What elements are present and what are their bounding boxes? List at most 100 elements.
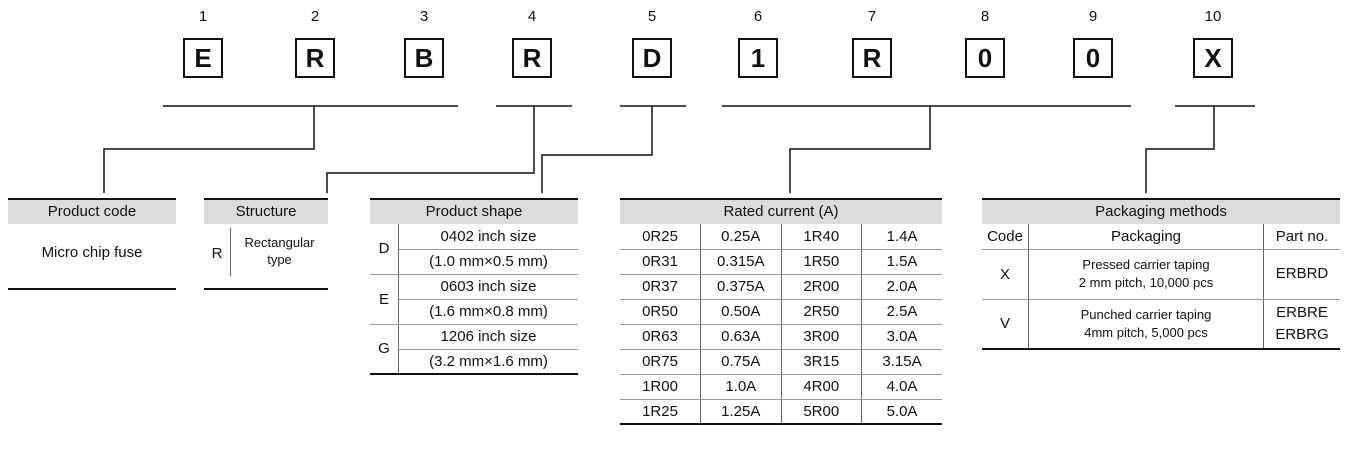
packaging-desc-line1: Pressed carrier taping	[1082, 257, 1210, 272]
current-code: 2R50	[781, 299, 862, 325]
packaging-part-line1: ERBRD	[1275, 265, 1329, 282]
position-number: 3	[419, 8, 429, 25]
current-code: 0R25	[620, 224, 701, 250]
current-code: 1R00	[620, 374, 701, 400]
rated-current-row: 0R75 0.75A 3R15 3.15A	[620, 349, 942, 375]
current-code: 1R25	[620, 399, 701, 424]
structure-row: R Rectangular type	[204, 224, 328, 290]
current-code: 4R00	[781, 374, 862, 400]
packaging-description: Punched carrier taping 4mm pitch, 5,000 …	[1028, 299, 1264, 349]
position-number: 7	[867, 8, 877, 25]
packaging-code: X	[982, 249, 1029, 300]
shape-code: G	[370, 324, 399, 374]
current-code: 0R75	[620, 349, 701, 375]
shape-size-mm: (1.6 mm×0.8 mm)	[398, 299, 578, 325]
code-character-box: 1	[738, 38, 778, 78]
code-character-box: R	[852, 38, 892, 78]
product-shape-header: Product shape	[370, 198, 578, 224]
packaging-col-packaging: Packaging	[1028, 224, 1264, 250]
current-value: 1.0A	[700, 374, 782, 400]
current-code: 3R15	[781, 349, 862, 375]
packaging-part-no: ERBRD	[1263, 249, 1340, 300]
rated-current-row: 0R31 0.315A 1R50 1.5A	[620, 249, 942, 275]
rated-current-row: 0R25 0.25A 1R40 1.4A	[620, 224, 942, 250]
shape-size-mm: (3.2 mm×1.6 mm)	[429, 352, 548, 370]
current-value: 0.25A	[700, 224, 782, 250]
rated-current-row: 0R50 0.50A 2R50 2.5A	[620, 299, 942, 325]
current-value: 0.375A	[700, 274, 782, 300]
current-value: 5.0A	[886, 402, 918, 420]
current-value: 0.315A	[700, 249, 782, 275]
packaging-desc-line1: Punched carrier taping	[1080, 306, 1212, 322]
shape-code: D	[370, 224, 399, 275]
packaging-code: V	[982, 299, 1029, 349]
packaging-part-line1: ERBRE	[1276, 303, 1328, 321]
rated-current-table: Rated current (A) 0R25 0.25A 1R40 1.4A 0R31 0…	[620, 198, 942, 425]
position-number: 8	[980, 8, 990, 25]
current-code: 1R50	[781, 249, 862, 275]
structure-desc-line1: Rectangular	[244, 235, 315, 250]
current-value: 0.63A	[700, 324, 782, 350]
product-shape-rows: D 0402 inch size (1.0 mm×0.5 mm) E 0603 …	[370, 224, 578, 375]
shape-size-inch: 0402 inch size	[398, 224, 578, 250]
product-shape-table: Product shape D 0402 inch size (1.0 mm×0…	[370, 198, 578, 375]
rated-current-row: 0R37 0.375A 2R00 2.0A	[620, 274, 942, 300]
current-value: 3.0A	[861, 324, 942, 350]
code-character-box: D	[632, 38, 672, 78]
packaging-part-line2: ERBRG	[1275, 325, 1329, 343]
rated-current-rows: 0R25 0.25A 1R40 1.4A 0R31 0.315A 1R50 1.5A 0R37 0…	[620, 224, 942, 425]
current-value: 2.0A	[861, 274, 942, 300]
current-value: 1.25A	[700, 399, 782, 424]
current-value: 3.15A	[861, 349, 942, 375]
current-code: 0R50	[620, 299, 701, 325]
current-value: 0.75A	[700, 349, 782, 375]
position-number: 1	[198, 8, 208, 25]
position-number: 10	[1204, 8, 1222, 25]
current-value: 4.0A	[861, 374, 942, 400]
current-code: 2R00	[781, 274, 862, 300]
packaging-table: Packaging methods Code Packaging Part no…	[982, 198, 1340, 350]
packaging-header: Packaging methods	[982, 198, 1340, 224]
code-character-box: 0	[1073, 38, 1113, 78]
code-character-box: B	[404, 38, 444, 78]
current-code: 0R37	[620, 274, 701, 300]
position-number: 9	[1088, 8, 1098, 25]
rated-current-row: 1R25 1.25A 5R00 5.0A	[620, 399, 942, 424]
shape-size-mm: (1.0 mm×0.5 mm)	[398, 249, 578, 275]
rated-current-header: Rated current (A)	[620, 198, 942, 224]
packaging-rows: Code Packaging Part no. X Pressed carrie…	[982, 224, 1340, 350]
current-code: 5R00	[781, 399, 862, 424]
current-code: 1R40	[781, 224, 862, 250]
current-value: 0.50A	[700, 299, 782, 325]
current-value: 2.5A	[861, 299, 942, 325]
packaging-desc-line2: 2 mm pitch, 10,000 pcs	[1078, 275, 1214, 290]
product-code-table: Product code Micro chip fuse	[8, 198, 176, 290]
structure-desc-line2: type	[267, 252, 292, 267]
rated-current-row: 1R00 1.0A 4R00 4.0A	[620, 374, 942, 400]
code-character-box: R	[295, 38, 335, 78]
current-value: 1.5A	[861, 249, 942, 275]
shape-code: E	[370, 274, 399, 325]
code-character-box: X	[1193, 38, 1233, 78]
structure-description: Rectangular type	[231, 224, 328, 288]
structure-code: R	[204, 228, 231, 276]
packaging-col-part: Part no.	[1263, 224, 1340, 250]
shape-size-inch: 1206 inch size	[398, 324, 578, 350]
packaging-part-no: ERBRE ERBRG	[1264, 299, 1341, 349]
code-character-box: R	[512, 38, 552, 78]
code-character-box: 0	[965, 38, 1005, 78]
product-code-value: Micro chip fuse	[8, 224, 176, 290]
current-code: 0R63	[620, 324, 701, 350]
packaging-desc-line2: 4mm pitch, 5,000 pcs	[1084, 324, 1208, 340]
code-character-box: E	[183, 38, 223, 78]
packaging-description: Pressed carrier taping 2 mm pitch, 10,00…	[1028, 249, 1264, 300]
position-number: 6	[753, 8, 763, 25]
rated-current-row: 0R63 0.63A 3R00 3.0A	[620, 324, 942, 350]
current-code: 3R00	[781, 324, 862, 350]
position-number: 4	[527, 8, 537, 25]
product-code-header: Product code	[8, 198, 176, 224]
position-number: 5	[647, 8, 657, 25]
packaging-col-code: Code	[982, 224, 1029, 250]
structure-header: Structure	[204, 198, 328, 224]
